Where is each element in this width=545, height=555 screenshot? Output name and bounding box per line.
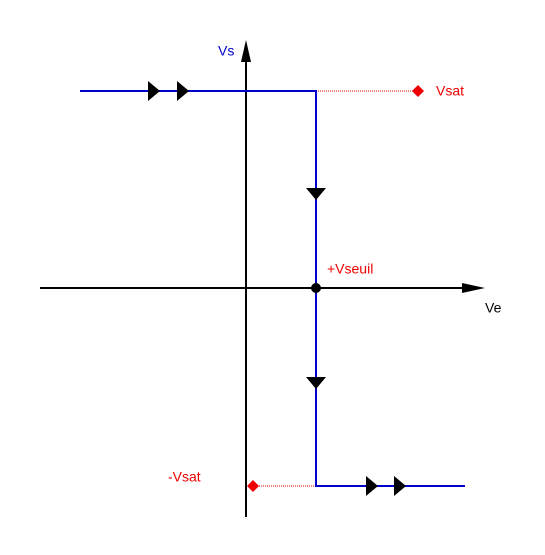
direction-arrow bbox=[148, 81, 160, 101]
vseuil-label: +Vseuil bbox=[327, 261, 373, 277]
neg-vsat-marker bbox=[247, 480, 259, 492]
direction-arrow bbox=[394, 476, 406, 496]
direction-arrow bbox=[306, 377, 326, 389]
direction-arrow bbox=[306, 188, 326, 200]
threshold-point bbox=[311, 283, 321, 293]
x-axis-arrow bbox=[462, 283, 485, 293]
direction-arrow bbox=[177, 81, 189, 101]
direction-arrow bbox=[366, 476, 378, 496]
x-axis-label: Ve bbox=[485, 300, 502, 316]
vsat-marker bbox=[412, 85, 424, 97]
neg-vsat-label: -Vsat bbox=[168, 469, 201, 485]
vsat-label: Vsat bbox=[436, 83, 464, 99]
y-axis-arrow bbox=[241, 40, 251, 62]
y-axis-label: Vs bbox=[218, 43, 234, 59]
